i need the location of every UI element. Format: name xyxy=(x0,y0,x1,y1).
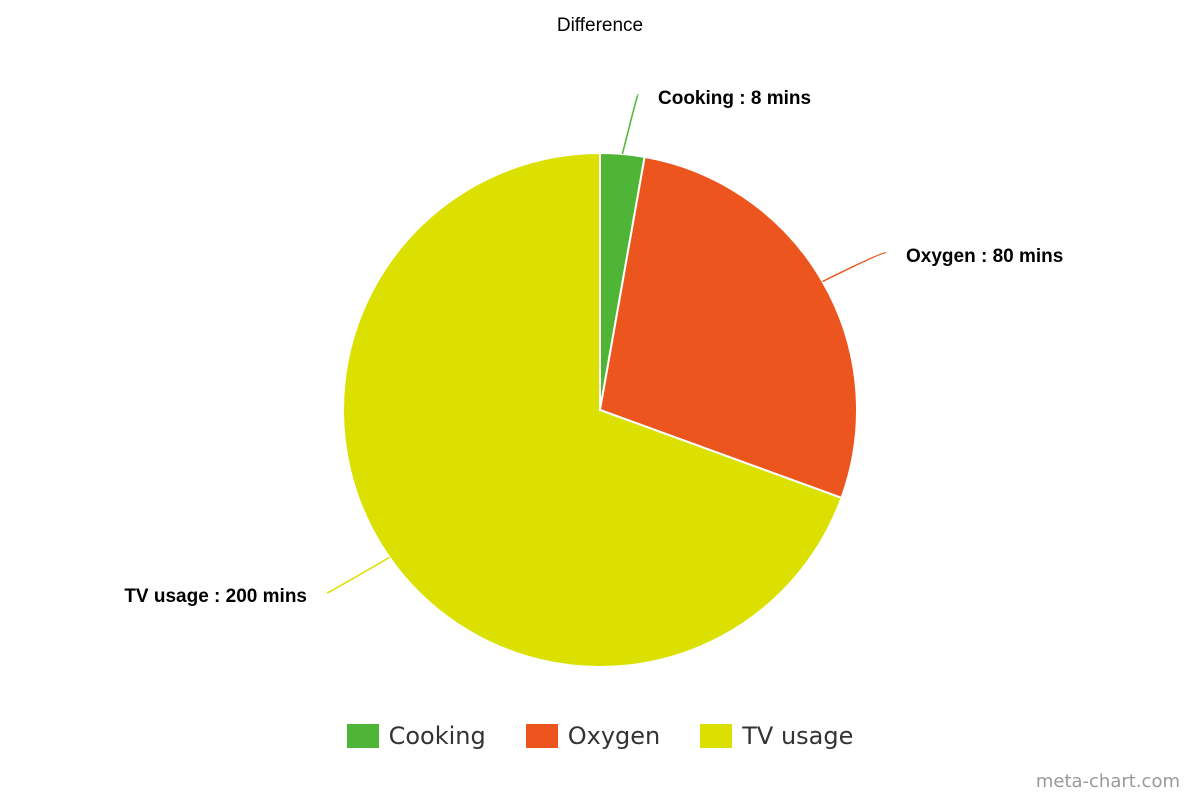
legend-label-oxygen: Oxygen xyxy=(567,722,661,750)
legend-swatch-oxygen xyxy=(525,724,558,748)
legend: Cooking Oxygen TV usage xyxy=(0,722,1200,750)
connector-cooking xyxy=(621,94,639,155)
legend-item-cooking[interactable]: Cooking xyxy=(346,722,486,750)
data-label-tv-usage: TV usage : 200 mins xyxy=(124,586,307,607)
chart-title: Difference xyxy=(556,15,644,36)
legend-swatch-tv-usage xyxy=(700,724,733,748)
connector-oxygen xyxy=(822,252,887,283)
data-label-oxygen: Oxygen : 80 mins xyxy=(906,246,1063,267)
connector-tv-usage xyxy=(326,556,390,594)
data-label-cooking: Cooking : 8 mins xyxy=(658,88,811,109)
watermark: meta-chart.com xyxy=(1035,771,1180,792)
slice-labels: Cooking : 8 mins Oxygen : 80 mins TV usage… xyxy=(124,88,1063,607)
legend-swatch-cooking xyxy=(346,724,379,748)
legend-label-tv-usage: TV usage xyxy=(742,722,854,750)
legend-item-tv-usage[interactable]: TV usage xyxy=(700,722,853,750)
legend-label-cooking: Cooking xyxy=(388,722,486,750)
pie-slices xyxy=(342,151,858,668)
legend-item-oxygen[interactable]: Oxygen xyxy=(525,722,661,750)
